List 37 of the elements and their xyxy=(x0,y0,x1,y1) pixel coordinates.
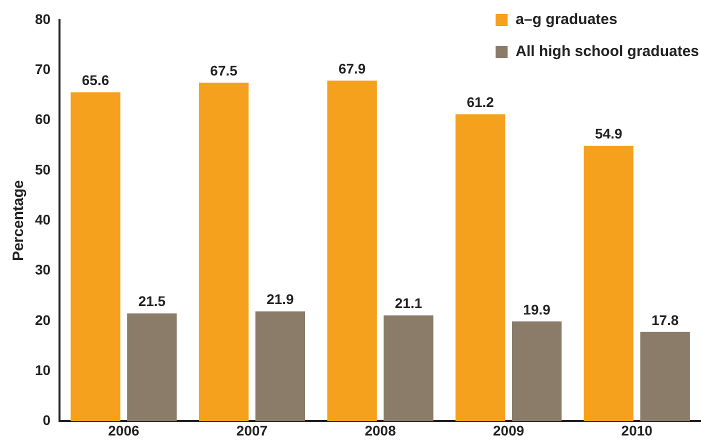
y-tick-label: 70 xyxy=(34,61,51,78)
data-label: 21.5 xyxy=(138,293,166,310)
y-axis-title: Percentage xyxy=(10,180,28,262)
x-tick-label: 2008 xyxy=(364,422,396,438)
bar xyxy=(127,313,177,422)
bar xyxy=(198,82,249,422)
y-tick-label: 10 xyxy=(34,362,51,378)
bar xyxy=(70,92,120,422)
y-tick-label: 40 xyxy=(34,211,51,228)
bar xyxy=(327,80,377,422)
bar xyxy=(512,321,562,422)
data-label: 17.8 xyxy=(651,312,679,328)
y-tick-label: 80 xyxy=(34,10,51,27)
y-tick-label: 60 xyxy=(34,111,51,128)
data-label: 67.9 xyxy=(338,60,366,77)
legend-label: a–g graduates xyxy=(516,11,618,28)
y-tick-label: 30 xyxy=(34,262,51,278)
bar xyxy=(640,332,690,422)
x-tick-label: 2007 xyxy=(236,422,268,438)
y-tick-label: 0 xyxy=(42,412,51,428)
data-label: 19.9 xyxy=(523,301,551,318)
x-tick-label: 2009 xyxy=(492,422,524,438)
data-label: 65.6 xyxy=(82,72,110,88)
data-label: 61.2 xyxy=(466,94,494,110)
data-label: 54.9 xyxy=(595,126,622,142)
bar xyxy=(255,311,306,422)
x-tick-label: 2010 xyxy=(621,422,653,438)
x-tick-label: 2006 xyxy=(108,422,140,438)
data-label: 21.1 xyxy=(394,295,422,312)
bar xyxy=(384,315,434,422)
bar xyxy=(584,146,634,422)
data-label: 67.5 xyxy=(210,62,238,79)
bar xyxy=(456,114,506,422)
data-label: 21.9 xyxy=(266,291,294,308)
legend-label: All high school graduates xyxy=(516,43,700,60)
y-tick-label: 20 xyxy=(34,312,51,328)
y-tick-label: 50 xyxy=(34,161,51,178)
